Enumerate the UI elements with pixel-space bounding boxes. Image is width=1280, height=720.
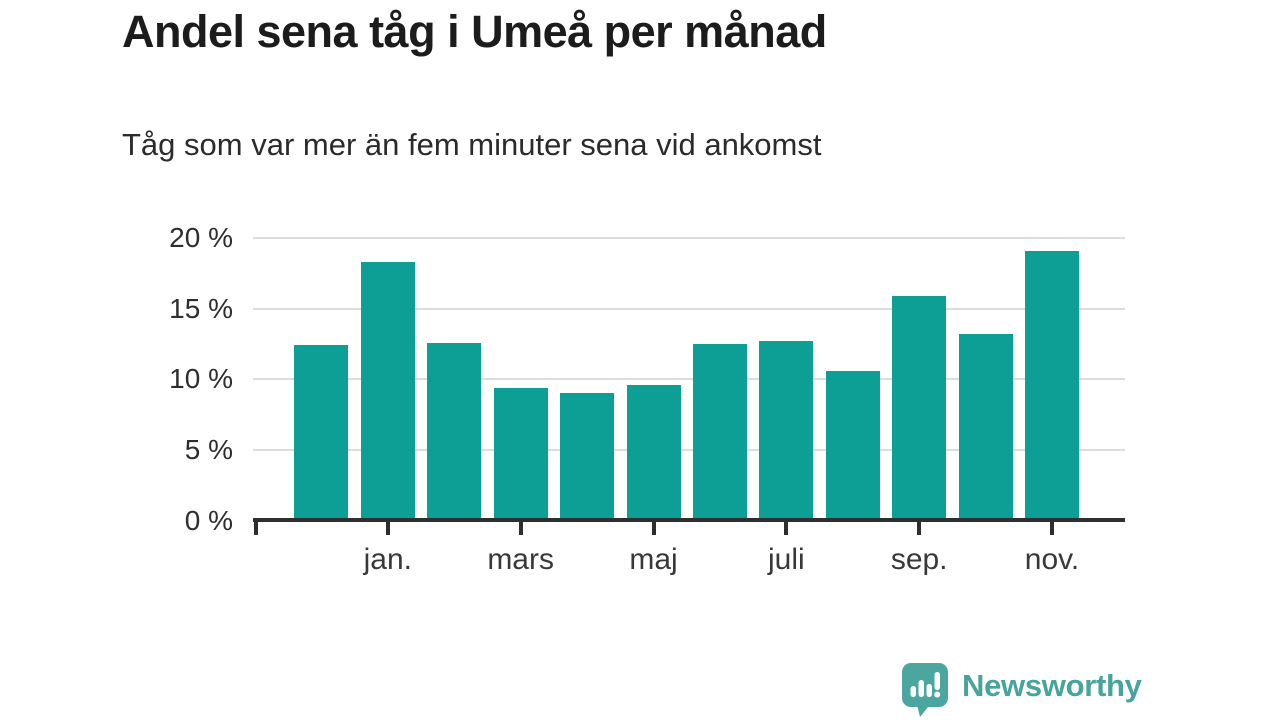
x-axis-tick-label: juli xyxy=(767,543,805,576)
x-axis-tick xyxy=(917,522,922,535)
y-axis-tick-label: 20 % xyxy=(169,222,233,253)
x-axis-line xyxy=(253,518,1125,522)
newsworthy-logo-icon xyxy=(902,663,948,717)
bar xyxy=(825,370,880,521)
brand-footer: Newsworthy xyxy=(900,661,1142,717)
y-axis-tick-label: 5 % xyxy=(184,433,233,465)
bar xyxy=(626,384,681,521)
x-axis-tick-label: mars xyxy=(487,543,554,576)
y-axis-tick-label: 10 % xyxy=(169,363,233,395)
y-gridline xyxy=(253,307,1125,310)
y-gridline xyxy=(253,448,1125,451)
bar xyxy=(294,345,349,521)
bar xyxy=(360,262,415,521)
x-axis-origin-tick xyxy=(254,522,258,535)
chart-subtitle: Tåg som var mer än fem minuter sena vid … xyxy=(122,127,822,162)
x-axis-tick-label: nov. xyxy=(1024,543,1080,576)
y-gridline xyxy=(253,237,1125,239)
bar xyxy=(560,393,615,521)
y-gridline xyxy=(253,378,1125,381)
bar xyxy=(892,295,947,521)
x-axis-tick xyxy=(784,522,789,535)
chart-plot: 0 % 5 % 10 % 15 % 20 % jan. mars maj juli sep. nov… xyxy=(169,222,1125,576)
x-axis-tick-label: jan. xyxy=(363,543,412,576)
brand-wordmark: Newsworthy xyxy=(962,668,1142,703)
x-axis-tick-label: maj xyxy=(629,543,678,576)
x-axis-tick xyxy=(1050,522,1055,535)
y-axis-tick-label: 15 % xyxy=(169,292,233,324)
bar xyxy=(1025,250,1080,521)
bar xyxy=(958,334,1013,521)
x-axis-tick xyxy=(518,522,523,535)
bar xyxy=(427,342,482,521)
bar xyxy=(493,387,548,521)
y-axis-tick-label: 0 % xyxy=(184,504,233,536)
x-axis-tick-label: sep. xyxy=(890,543,948,576)
chart-title: Andel sena tåg i Umeå per månad xyxy=(122,6,827,57)
x-axis-tick xyxy=(385,522,390,535)
x-axis-tick xyxy=(651,522,656,535)
bar xyxy=(692,343,747,521)
bar xyxy=(759,341,814,521)
